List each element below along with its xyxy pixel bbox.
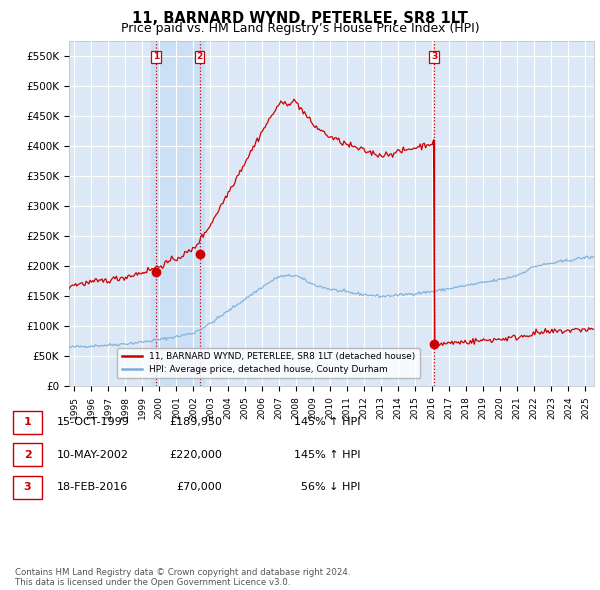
Text: Price paid vs. HM Land Registry’s House Price Index (HPI): Price paid vs. HM Land Registry’s House … [121,22,479,35]
Text: 1: 1 [24,418,31,427]
Text: £189,950: £189,950 [169,418,222,427]
Text: 1: 1 [152,53,159,61]
Legend: 11, BARNARD WYND, PETERLEE, SR8 1LT (detached house), HPI: Average price, detach: 11, BARNARD WYND, PETERLEE, SR8 1LT (det… [118,348,419,378]
Text: 3: 3 [24,483,31,492]
Bar [151,41,204,386]
Text: 2: 2 [196,53,203,61]
Text: £220,000: £220,000 [169,450,222,460]
Text: 18-FEB-2016: 18-FEB-2016 [57,483,128,492]
Text: 15-OCT-1999: 15-OCT-1999 [57,418,130,427]
Text: 56% ↓ HPI: 56% ↓ HPI [301,483,360,492]
Text: 10-MAY-2002: 10-MAY-2002 [57,450,129,460]
Text: 2: 2 [24,450,31,460]
Text: 11, BARNARD WYND, PETERLEE, SR8 1LT: 11, BARNARD WYND, PETERLEE, SR8 1LT [132,11,468,25]
Text: Contains HM Land Registry data © Crown copyright and database right 2024.
This d: Contains HM Land Registry data © Crown c… [15,568,350,587]
Text: 3: 3 [431,53,437,61]
Text: 145% ↑ HPI: 145% ↑ HPI [293,450,360,460]
Text: £70,000: £70,000 [176,483,222,492]
Text: 145% ↑ HPI: 145% ↑ HPI [293,418,360,427]
